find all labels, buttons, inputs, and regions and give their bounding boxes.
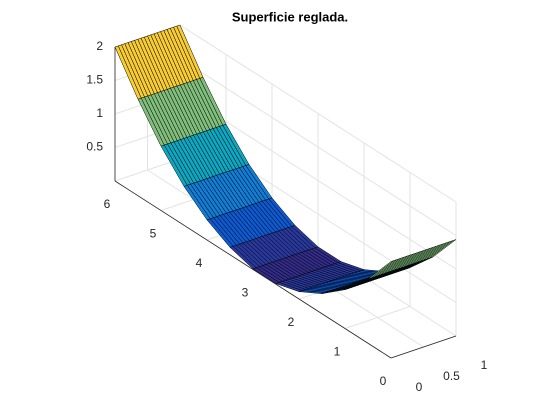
z-tick-label: 1.5 (86, 73, 103, 87)
y-tick-label: 5 (150, 227, 157, 241)
y-tick-label: 6 (104, 197, 111, 211)
y-tick-label: 2 (288, 315, 295, 329)
grid-line (179, 24, 457, 203)
y-tick-label: 4 (196, 256, 203, 270)
x-tick-label: 0.5 (443, 369, 460, 383)
chart-title: Superficie reglada. (232, 9, 348, 24)
x-axis (390, 335, 457, 359)
z-tick-label: 1 (96, 106, 103, 120)
z-tick-label: 2 (96, 39, 103, 53)
y-tick-label: 3 (242, 286, 249, 300)
grid-line (179, 58, 457, 236)
surface-face (367, 260, 395, 280)
grid-line (114, 158, 181, 182)
y-tick-label: 0 (380, 374, 387, 388)
x-tick-label: 1 (481, 358, 488, 372)
y-axis (114, 180, 392, 359)
grid-line (344, 306, 411, 329)
x-tick-label: 0 (416, 380, 423, 394)
z-tick-label: 0.5 (86, 140, 103, 154)
y-tick-label: 1 (334, 345, 341, 359)
grid-line (179, 91, 457, 270)
